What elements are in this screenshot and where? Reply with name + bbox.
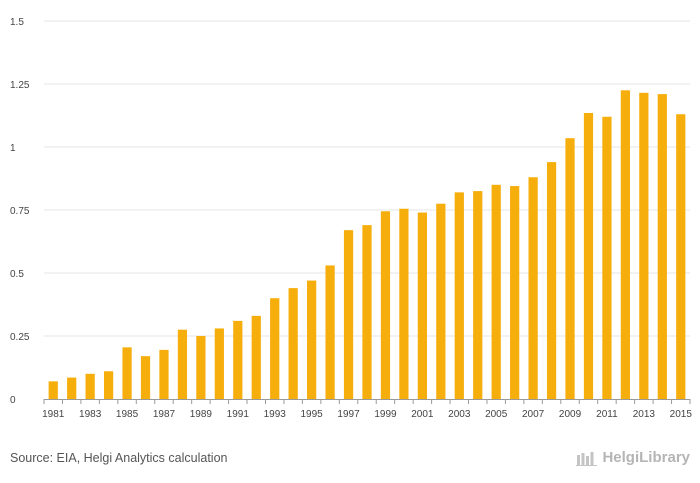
bar-1996 <box>325 265 335 399</box>
bars <box>48 90 686 400</box>
bar-2005 <box>491 184 501 399</box>
y-tick-label: 0 <box>10 395 16 406</box>
bar-2011 <box>602 116 612 399</box>
bar-2003 <box>454 192 464 399</box>
bar-2014 <box>657 94 667 399</box>
x-tick-label: 1989 <box>190 409 213 420</box>
bar-2010 <box>583 112 594 399</box>
bar-1997 <box>343 230 354 399</box>
x-tick-label: 1991 <box>227 409 250 420</box>
y-tick-label: 1.5 <box>10 17 24 28</box>
axes: 0 0.25 0.5 0.75 1 1.25 1.5 1981 1983 1985 1987 1989… <box>10 17 692 420</box>
brand-logo: HelgiLibrary <box>576 449 690 466</box>
x-tick-label: 2003 <box>448 409 471 420</box>
bar-1987 <box>159 349 169 399</box>
y-tick-label: 0.25 <box>10 332 30 343</box>
y-tick-label: 1 <box>10 143 16 154</box>
bar-2006 <box>510 186 520 399</box>
bar-1981 <box>48 381 58 399</box>
bar-chart: 0 0.25 0.5 0.75 1 1.25 1.5 1981 1983 1985 1987 1989… <box>10 17 692 420</box>
x-tick-label: 2015 <box>670 409 693 420</box>
x-tick-label: 1983 <box>79 409 102 420</box>
bar-2007 <box>528 177 538 399</box>
library-icon <box>576 451 598 466</box>
bar-1999 <box>380 211 391 399</box>
y-tick-label: 1.25 <box>10 80 30 91</box>
bar-1993 <box>270 298 280 399</box>
bar-1988 <box>177 329 188 399</box>
bar-1995 <box>307 280 317 399</box>
y-tick-label: 0.5 <box>10 269 24 280</box>
x-tick-label: 2005 <box>485 409 508 420</box>
bar-2013 <box>639 92 649 399</box>
bar-1983 <box>85 373 95 399</box>
x-tick-label: 1999 <box>374 409 397 420</box>
bar-1998 <box>362 225 372 399</box>
bar-1990 <box>214 328 224 399</box>
bar-1989 <box>196 336 206 399</box>
bar-1986 <box>140 356 151 399</box>
y-tick-label: 0.75 <box>10 206 30 217</box>
x-tick-label: 1997 <box>337 409 360 420</box>
bar-1992 <box>251 315 261 399</box>
x-tick-label: 2013 <box>633 409 656 420</box>
x-tick-label: 1987 <box>153 409 176 420</box>
x-tick-label: 2009 <box>559 409 582 420</box>
bar-2015 <box>676 114 686 400</box>
bar-2002 <box>436 203 446 399</box>
x-tick-label: 1985 <box>116 409 139 420</box>
bar-2004 <box>473 191 483 399</box>
x-tick-label: 1993 <box>264 409 287 420</box>
brand-name: HelgiLibrary <box>602 449 690 466</box>
bar-1984 <box>103 371 114 399</box>
bar-2001 <box>417 212 427 399</box>
gridlines <box>44 20 690 337</box>
bar-2008 <box>546 162 557 399</box>
bar-1985 <box>122 347 132 399</box>
x-tick-label: 1981 <box>42 409 65 420</box>
bar-1982 <box>67 377 77 399</box>
bar-2000 <box>399 208 409 399</box>
source-note: Source: EIA, Helgi Analytics calculation <box>10 451 228 465</box>
bar-1991 <box>233 320 243 399</box>
x-tick-label: 2001 <box>411 409 434 420</box>
x-tick-label: 2011 <box>596 409 618 420</box>
x-tick-label: 1995 <box>301 409 324 420</box>
bar-2009 <box>565 138 575 399</box>
x-tick-label: 2007 <box>522 409 545 420</box>
bar-2012 <box>620 90 631 400</box>
bar-1994 <box>288 288 298 399</box>
